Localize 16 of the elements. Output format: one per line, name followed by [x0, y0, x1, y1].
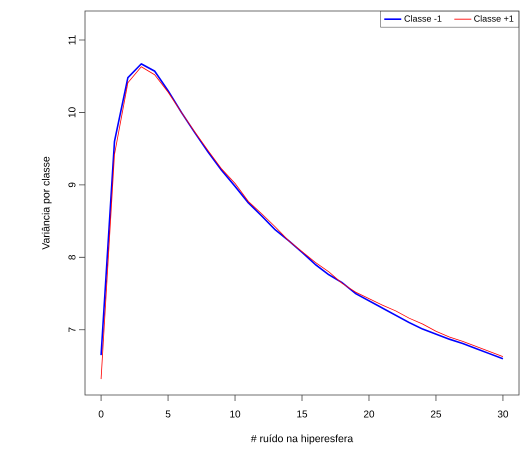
y-tick-label: 11: [68, 35, 76, 44]
x-tick-label: 20: [364, 410, 374, 418]
y-tick-label: 9: [68, 182, 76, 188]
x-tick-label: 5: [166, 410, 170, 418]
x-axis-title: # ruído na hiperesfera: [250, 434, 354, 444]
y-axis-title: Variância por classe: [42, 156, 52, 250]
y-tick-label: 10: [68, 107, 76, 118]
x-tick-label: 0: [98, 410, 104, 418]
legend-label: Classe -1: [404, 15, 442, 22]
x-tick-label: 10: [230, 410, 240, 418]
legend-label: Classe +1: [474, 15, 514, 22]
x-tick-label: 25: [430, 410, 442, 418]
y-tick-label: 7: [68, 328, 76, 332]
y-tick-label: 8: [68, 254, 76, 260]
x-tick-label: 15: [297, 410, 308, 418]
x-tick-label: 30: [498, 410, 508, 418]
